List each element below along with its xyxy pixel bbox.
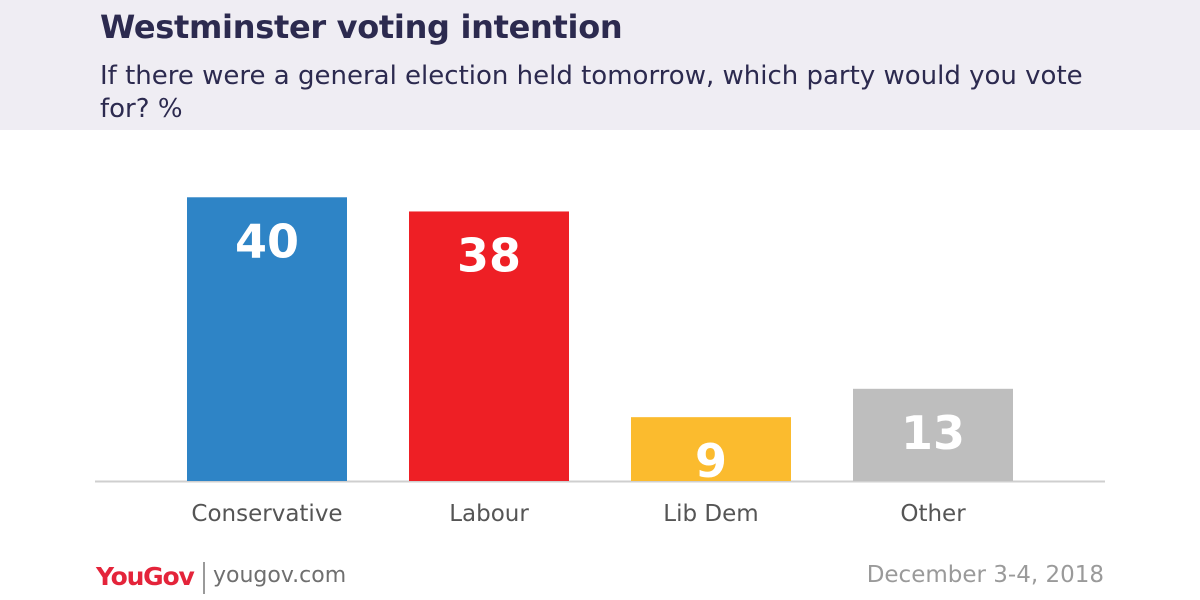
bar-conservative bbox=[187, 197, 347, 482]
survey-date: December 3-4, 2018 bbox=[866, 562, 1104, 588]
data-label-other: 13 bbox=[901, 406, 965, 460]
category-label-lib-dem: Lib Dem bbox=[663, 501, 758, 527]
bar-labour bbox=[409, 211, 569, 481]
yougov-logo: YouGov bbox=[96, 562, 195, 591]
bar-lib-dem bbox=[631, 417, 791, 481]
data-label-lib-dem: 9 bbox=[695, 434, 727, 488]
data-label-labour: 38 bbox=[457, 228, 521, 282]
category-label-other: Other bbox=[900, 501, 966, 527]
chart-title: Westminster voting intention bbox=[100, 8, 623, 46]
category-label-conservative: Conservative bbox=[191, 501, 342, 527]
bar-other bbox=[853, 388, 1013, 481]
footer-website: yougov.com bbox=[213, 563, 347, 588]
footer-divider bbox=[203, 562, 205, 594]
chart-header: Westminster voting intention If there we… bbox=[0, 0, 1200, 130]
category-label-labour: Labour bbox=[449, 501, 529, 527]
chart-subtitle: If there were a general election held to… bbox=[100, 61, 1083, 124]
data-label-conservative: 40 bbox=[235, 214, 299, 268]
